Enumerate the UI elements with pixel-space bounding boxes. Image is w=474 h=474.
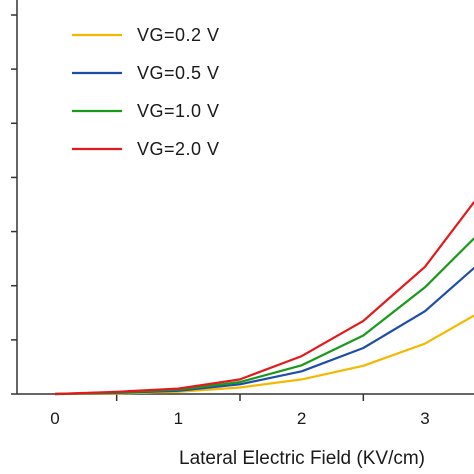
legend-label: VG=2.0 V — [137, 139, 220, 159]
series-lines — [54, 201, 474, 396]
legend-label: VG=0.5 V — [137, 63, 220, 83]
x-axis: 0 1 2 3 — [17, 393, 474, 428]
x-tick-label: 2 — [297, 409, 306, 428]
series-line-4 — [54, 201, 474, 396]
x-axis-title: Lateral Electric Field (KV/cm) — [179, 448, 425, 469]
x-tick-label: 1 — [174, 409, 183, 428]
x-tick-label: 0 — [50, 409, 59, 428]
legend-label: VG=1.0 V — [137, 101, 220, 121]
legend-label: VG=0.2 V — [137, 25, 220, 45]
series-line-1 — [54, 314, 474, 396]
y-axis — [11, 0, 18, 395]
x-tick-label: 3 — [420, 409, 429, 428]
legend: VG=0.2 V VG=0.5 V VG=1.0 V VG=2.0 V — [72, 25, 220, 159]
